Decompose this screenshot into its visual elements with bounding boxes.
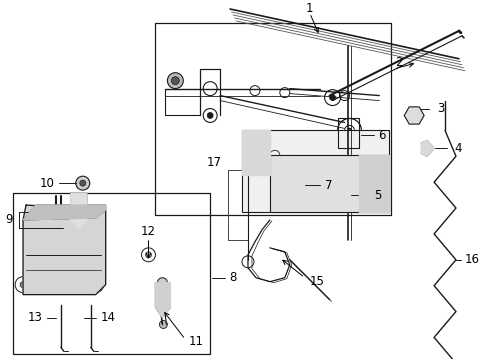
Text: 2: 2	[395, 56, 402, 69]
Text: 10: 10	[40, 177, 55, 190]
Text: 3: 3	[436, 102, 444, 115]
Circle shape	[329, 95, 335, 100]
Circle shape	[93, 282, 99, 288]
Circle shape	[207, 112, 213, 118]
Circle shape	[145, 252, 151, 258]
Polygon shape	[269, 155, 388, 212]
Text: 8: 8	[228, 271, 236, 284]
Circle shape	[171, 77, 179, 85]
Polygon shape	[359, 155, 388, 212]
Polygon shape	[23, 205, 105, 220]
Text: 1: 1	[305, 3, 313, 15]
Text: 9: 9	[5, 213, 13, 226]
Text: 14: 14	[101, 311, 116, 324]
Text: 6: 6	[378, 129, 385, 142]
Text: 5: 5	[374, 189, 381, 202]
Circle shape	[80, 180, 85, 186]
Text: 15: 15	[309, 275, 324, 288]
Polygon shape	[242, 130, 388, 212]
Text: 7: 7	[324, 179, 331, 192]
Polygon shape	[155, 283, 170, 318]
Polygon shape	[420, 140, 433, 156]
Circle shape	[347, 129, 351, 132]
Polygon shape	[242, 130, 269, 175]
Polygon shape	[23, 205, 105, 294]
Polygon shape	[71, 193, 86, 228]
Circle shape	[76, 236, 83, 244]
Circle shape	[76, 176, 90, 190]
Text: 13: 13	[28, 311, 43, 324]
Circle shape	[157, 278, 167, 288]
Text: 4: 4	[453, 142, 461, 155]
Text: 11: 11	[188, 335, 203, 348]
Circle shape	[159, 320, 167, 328]
Text: 17: 17	[207, 156, 222, 169]
Text: 12: 12	[141, 225, 156, 238]
Text: 16: 16	[464, 253, 479, 266]
Circle shape	[20, 282, 26, 288]
Circle shape	[167, 73, 183, 89]
